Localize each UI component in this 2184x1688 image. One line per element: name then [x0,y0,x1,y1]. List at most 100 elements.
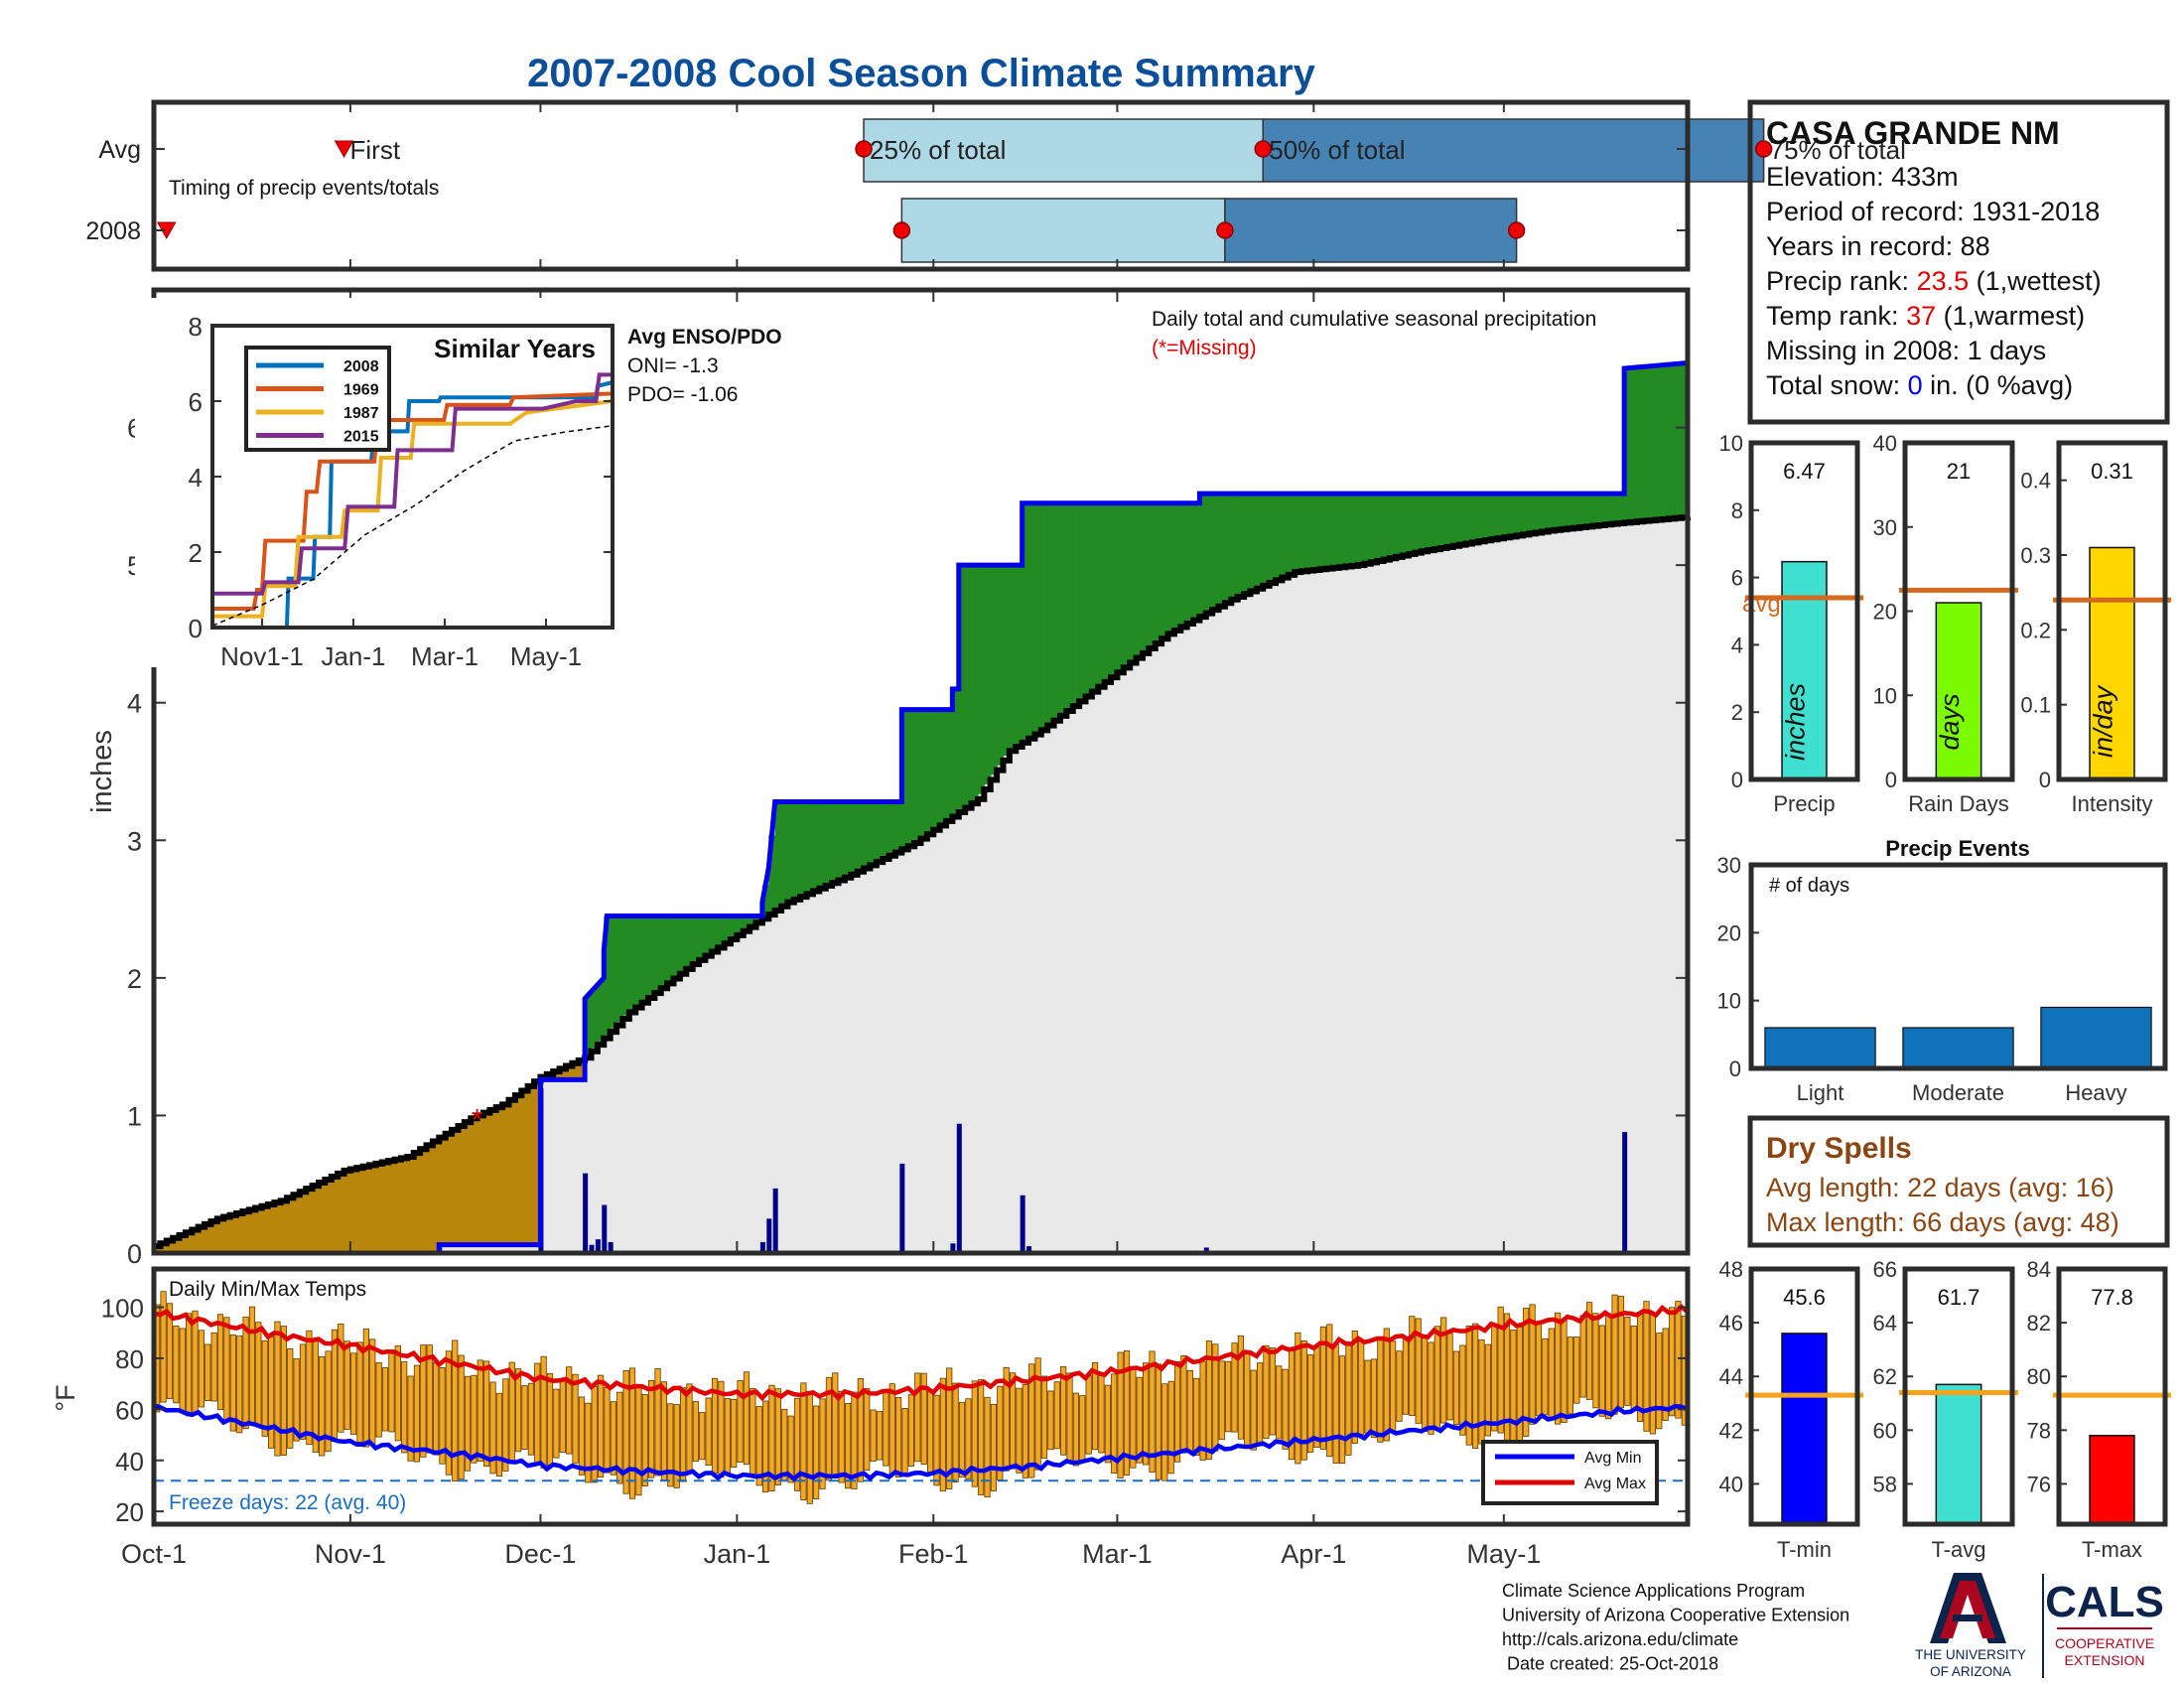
below-average-area [173,1236,181,1253]
daily-precip-bar [1622,1132,1628,1253]
similar-year-line-2015 [212,372,613,596]
inset-y-tick-label: 2 [189,538,203,568]
daily-temp-range-bar [604,1386,611,1474]
daily-temp-range-bar [1085,1375,1092,1455]
daily-temp-range-bar [965,1398,972,1479]
daily-temp-range-bar [1295,1332,1301,1465]
below-average-area [559,1066,567,1080]
daily-temp-range-bar [306,1330,313,1446]
daily-temp-range-bar [819,1398,826,1489]
y-tick-label: 2 [127,964,142,994]
value-label: 6.47 [1783,459,1826,484]
above-average-area [1643,366,1651,521]
below-average-area [534,1078,542,1245]
below-average-area [394,1159,402,1253]
above-average-area [1212,493,1220,609]
daily-temp-range-bar [1161,1383,1168,1481]
above-average-area [1497,493,1505,538]
daily-temp-range-bar [166,1303,174,1399]
y-tick-label: 20 [1873,600,1897,625]
daily-temp-range-bar [813,1405,820,1499]
y-tick-label: 60 [1873,1418,1897,1443]
daily-temp-range-bar [1561,1318,1568,1423]
daily-temp-range-bar [1003,1366,1010,1472]
temp-chart-title: Daily Min/Max Temps [169,1278,366,1301]
above-average-area [1542,493,1550,531]
temperature-summary-bars: 40 42 44 46 48 45.6 T-min 58 60 62 64 66 61.7 T-avg 76… [1719,1257,2171,1562]
quartile-box-25-50 [863,118,1265,183]
y-tick-label: 80 [2027,1364,2051,1389]
legend-label: 1969 [343,382,379,399]
above-average-area [1237,493,1245,596]
above-average-area [1016,565,1024,745]
y-tick-label: 78 [2027,1418,2051,1443]
above-average-area [730,915,738,937]
daily-precip-bar [759,1241,765,1253]
daily-temp-range-bar [350,1352,357,1435]
daily-temp-range-bar [287,1347,294,1449]
daily-temp-range-bar [248,1306,256,1426]
legend-label: 2015 [343,429,379,446]
above-average-area [1205,493,1213,612]
footer-line4: Date created: 25-Oct-2018 [1507,1654,1718,1674]
above-average-area [864,801,872,867]
daily-temp-range-bar [261,1339,268,1437]
above-average-area [1681,362,1689,517]
y-tick-label: 8 [1731,498,1743,523]
below-average-area [508,1097,516,1245]
daily-temp-range-bar [825,1376,833,1481]
y-tick-label: 40 [1719,1472,1743,1496]
daily-temp-range-bar [1446,1333,1453,1421]
daily-temp-range-bar [585,1402,592,1483]
daily-temp-range-bar [566,1366,573,1455]
daily-temp-range-bar [851,1391,858,1489]
y-tick-label: 0.4 [2020,469,2051,493]
y-tick-label: 76 [2027,1472,2051,1496]
above-average-area [926,709,934,832]
daily-temp-range-bar [1491,1325,1498,1432]
ua-logo-line1: THE UNIVERSITY [1915,1647,2026,1662]
daily-temp-range-bar [1459,1344,1466,1436]
daily-temp-range-bar [1433,1326,1440,1431]
daily-temp-range-bar [731,1398,738,1468]
similar-years-inset: 0 2 4 6 8 Nov1-1 Jan-1 Mar-1 May-1 Similar Years 2… [135,298,782,671]
above-average-area [958,565,966,810]
above-average-area [1630,367,1638,522]
above-average-area [1402,493,1410,555]
above-average-area [1636,366,1644,521]
figure-title: 2007-2008 Cool Season Climate Summary [527,52,1315,95]
daily-temp-range-bar [1548,1328,1555,1421]
daily-temp-range-bar [280,1326,287,1456]
y-axis-label: °F [51,1384,80,1411]
t-avg-bar [1935,1383,1982,1525]
daily-temp-range-bar [1016,1387,1023,1474]
above-average-area [1440,493,1447,548]
above-average-area [1091,502,1099,690]
daily-precip-bar [1020,1195,1025,1253]
daily-temp-range-bar [471,1374,478,1464]
enso-title: Avg ENSO/PDO [627,326,782,349]
above-average-area [1085,502,1093,695]
daily-temp-range-bar [907,1394,915,1467]
daily-temp-range-bar [527,1382,534,1456]
above-average-area [616,915,624,1023]
above-average-area [1136,502,1144,656]
above-average-area [1649,365,1657,520]
below-average-area [179,1233,187,1253]
daily-temp-range-bar [1022,1383,1028,1478]
value-label: 77.8 [2091,1285,2133,1310]
above-average-area [1263,493,1271,585]
daily-temp-range-bar [1516,1326,1523,1446]
above-average-area [984,565,992,785]
quartile-marker [1216,221,1234,239]
above-average-area [1295,493,1302,572]
daily-temp-range-bar [1643,1301,1650,1432]
daily-temp-range-bar [1225,1360,1232,1433]
daily-temp-range-bar [761,1400,769,1493]
daily-temp-range-bar [1497,1306,1504,1434]
dry-spells-avg: Avg length: 22 days (avg: 16) [1766,1173,2115,1202]
y-tick-label: 82 [2027,1311,2051,1336]
y-tick-label: 46 [1719,1311,1743,1336]
daily-temp-range-bar [1390,1340,1397,1433]
daily-temp-range-bar [1123,1350,1131,1476]
